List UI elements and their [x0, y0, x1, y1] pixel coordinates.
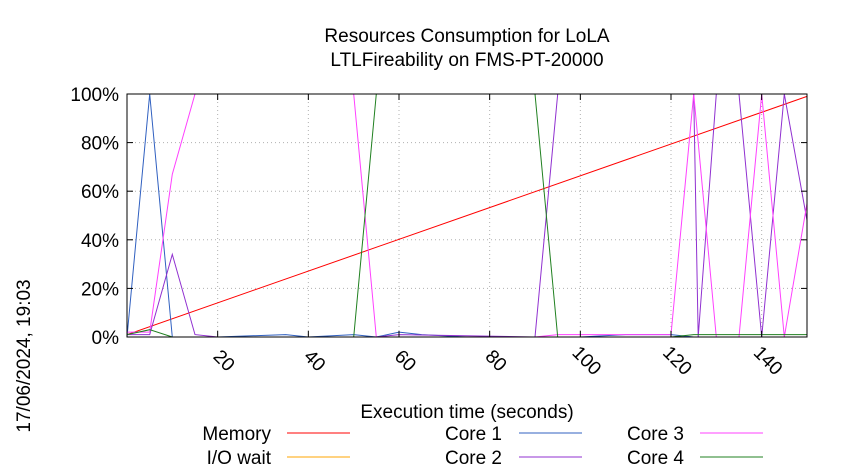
- plot-frame: [126, 93, 808, 338]
- legend-label-core-3: Core 3: [627, 424, 684, 445]
- series-line-core-3: [127, 93, 808, 338]
- series-lines: [126, 93, 808, 338]
- x-tick-label: 20: [209, 346, 239, 376]
- legend-label-core-1: Core 1: [445, 424, 502, 445]
- x-tick-label: 100: [568, 342, 605, 379]
- legend-label-core-2: Core 2: [445, 448, 502, 469]
- y-tick-label: 0%: [92, 328, 120, 349]
- y-tick-label: 100%: [70, 85, 119, 106]
- x-tick-label: 120: [658, 342, 695, 379]
- x-axis-label: Execution time (seconds): [360, 402, 573, 423]
- legend: Memory I/O wait Core 1 Core 2 Core 3 Core 4: [202, 424, 763, 469]
- legend-label-core-4: Core 4: [627, 448, 684, 469]
- chart-title: Resources Consumption for LoLA: [324, 26, 609, 47]
- x-tick-label: 80: [481, 346, 511, 376]
- legend-label-i-o-wait: I/O wait: [207, 448, 272, 469]
- y-tick-label: 60%: [81, 182, 119, 203]
- x-tick-label: 140: [749, 342, 786, 379]
- legend-label-memory: Memory: [202, 424, 271, 445]
- series-line-memory: [126, 95, 808, 336]
- chart-subtitle: LTLFireability on FMS-PT-20000: [330, 50, 603, 71]
- x-tick-label: 40: [299, 346, 329, 376]
- y-tick-label: 20%: [81, 279, 119, 300]
- grid-lines: [127, 94, 807, 337]
- x-tick-label: 60: [390, 346, 420, 376]
- y-tick-label: 80%: [81, 134, 119, 155]
- y-tick-label: 40%: [81, 231, 119, 252]
- timestamp-label: 17/06/2024, 19:03: [14, 279, 35, 432]
